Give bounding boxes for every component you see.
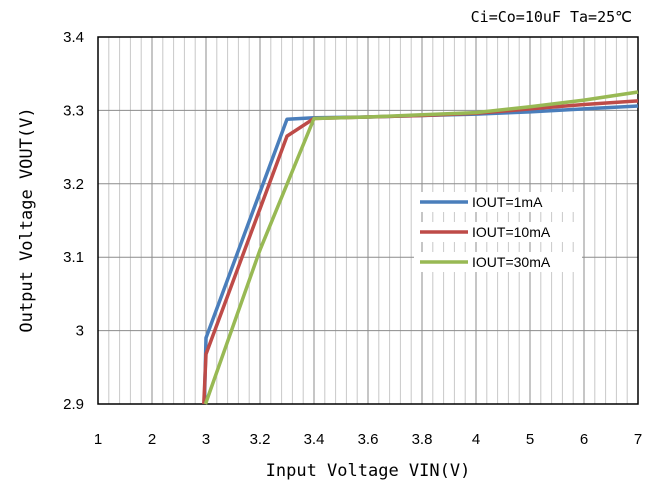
x-tick-label: 6 — [580, 431, 588, 448]
legend: IOUT=1mA IOUT=10mA IOUT=30mA — [414, 192, 582, 272]
y-tick-label: 3.4 — [63, 29, 84, 46]
legend-item: IOUT=30mA — [414, 252, 582, 272]
y-tick-label: 3.3 — [63, 102, 84, 119]
x-tick-label: 3 — [202, 431, 210, 448]
conditions-annotation: Ci=Co=10uF Ta=25℃ — [471, 8, 632, 26]
y-tick-labels: 3.4 3.3 3.2 3.1 3 2.9 — [63, 29, 84, 413]
series-layer — [202, 90, 639, 405]
legend-item: IOUT=1mA — [414, 192, 582, 212]
series-line-iout-30ma — [203, 90, 639, 405]
y-tick-label: 2.9 — [63, 396, 84, 413]
x-tick-label: 1 — [94, 431, 102, 448]
x-tick-label: 3.6 — [358, 431, 379, 448]
x-tick-label: 3.8 — [412, 431, 433, 448]
x-tick-label: 3.2 — [250, 431, 271, 448]
legend-label: IOUT=10mA — [472, 224, 551, 240]
y-tick-label: 3.1 — [63, 249, 84, 266]
x-tick-label: 3.4 — [304, 431, 325, 448]
x-tick-label: 7 — [634, 431, 642, 448]
legend-item-background — [414, 192, 582, 212]
y-tick-label: 3.2 — [63, 176, 84, 193]
legend-item-background — [414, 222, 582, 242]
legend-item-background — [414, 252, 582, 272]
y-axis-label: Output Voltage VOUT(V) — [17, 107, 37, 332]
plot-area-frame — [97, 36, 639, 405]
y-tick-label: 3 — [76, 323, 84, 340]
x-tick-labels: 1 2 3 3.2 3.4 3.6 3.8 4 5 6 7 — [94, 431, 642, 448]
legend-label: IOUT=1mA — [472, 194, 543, 210]
x-tick-label: 4 — [472, 431, 480, 448]
legend-label: IOUT=30mA — [472, 254, 551, 270]
legend-item: IOUT=10mA — [414, 222, 582, 242]
x-tick-label: 2 — [148, 431, 156, 448]
x-axis-label: Input Voltage VIN(V) — [266, 461, 471, 481]
x-tick-label: 5 — [526, 431, 534, 448]
grid-lines — [97, 36, 639, 405]
